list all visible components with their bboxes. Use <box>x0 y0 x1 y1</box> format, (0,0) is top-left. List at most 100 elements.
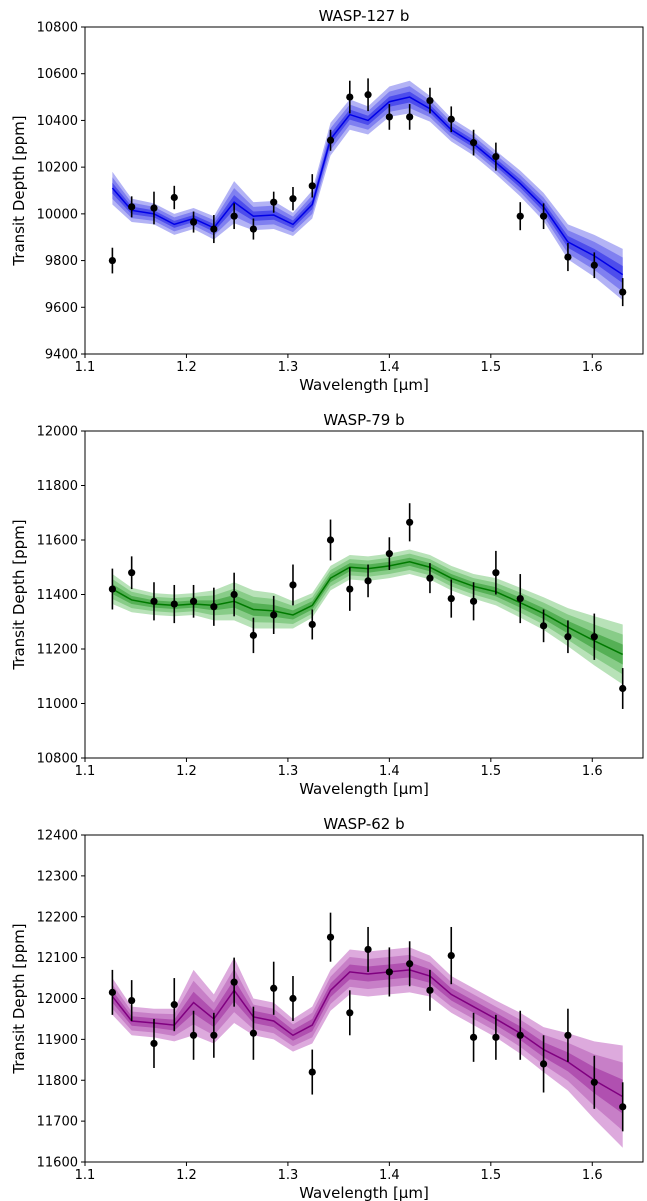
chart-title: WASP-79 b <box>323 411 404 429</box>
data-point <box>230 212 238 220</box>
x-tick-label: 1.4 <box>379 360 400 375</box>
data-point <box>619 288 627 296</box>
data-point <box>426 96 434 105</box>
data-point <box>150 204 158 212</box>
data-point <box>230 978 238 986</box>
data-point <box>270 984 278 992</box>
data-point <box>539 1060 548 1068</box>
data-point <box>128 569 136 577</box>
data-point <box>326 536 335 544</box>
x-axis-label: Wavelength [μm] <box>299 1184 429 1201</box>
data-point <box>230 590 238 599</box>
y-tick-label: 10800 <box>37 21 78 36</box>
chart-panel-1: 1.1 1.2 1.3 1.4 1.5 1.6 9400 9600 9800 10000 10200… <box>10 7 644 394</box>
data-point <box>210 225 218 233</box>
x-tick-label: 1.4 <box>379 764 400 779</box>
data-point <box>289 994 297 1003</box>
data-point <box>426 986 434 994</box>
data-point <box>326 933 335 941</box>
x-axis-label: Wavelength [μm] <box>299 376 429 394</box>
data-point <box>406 113 414 121</box>
data-point <box>270 611 278 619</box>
x-tick-label: 1.6 <box>582 764 603 779</box>
x-tick-label: 1.5 <box>480 360 501 375</box>
y-tick-label: 12300 <box>37 869 78 884</box>
data-point <box>385 550 393 558</box>
y-tick-label: 11000 <box>37 697 78 712</box>
data-point <box>492 569 500 577</box>
y-tick-label: 11400 <box>37 588 78 603</box>
x-tick-label: 1.2 <box>176 1168 197 1183</box>
y-tick-label: 11600 <box>37 1156 78 1171</box>
data-point <box>539 212 548 220</box>
data-point <box>270 198 278 206</box>
x-tick-label: 1.5 <box>480 764 501 779</box>
data-point <box>590 261 598 269</box>
data-point <box>447 115 455 123</box>
data-point <box>516 1031 524 1039</box>
y-axis-label: Transit Depth [ppm] <box>10 923 28 1074</box>
data-point <box>108 256 116 265</box>
y-tick-label: 12200 <box>37 910 78 925</box>
y-tick-label: 10000 <box>37 207 78 222</box>
data-point <box>289 581 297 589</box>
x-tick-label: 1.6 <box>582 1168 603 1183</box>
y-tick-label: 11700 <box>37 1115 78 1130</box>
y-tick-label: 12400 <box>37 829 78 844</box>
data-point <box>364 91 372 99</box>
chart-panel-2: 1.1 1.2 1.3 1.4 1.5 1.6 10800 11000 11200 11400 11… <box>10 411 644 798</box>
data-point <box>210 1031 218 1039</box>
data-point <box>170 1001 178 1009</box>
x-tick-label: 1.3 <box>278 360 299 375</box>
data-point <box>590 633 598 641</box>
data-point <box>326 136 335 144</box>
y-tick-label: 12000 <box>37 992 78 1007</box>
y-axis-label: Transit Depth [ppm] <box>10 519 28 670</box>
data-point <box>150 597 158 605</box>
data-point <box>564 1031 572 1039</box>
y-tick-label: 12000 <box>37 425 78 440</box>
data-point <box>108 585 116 593</box>
data-point <box>308 1068 316 1076</box>
data-point <box>170 600 178 608</box>
data-point <box>364 945 372 954</box>
chart-panel-3: 1.1 1.2 1.3 1.4 1.5 1.6 11600 11700 11800 11900 12… <box>10 815 644 1201</box>
y-tick-label: 9800 <box>45 254 78 269</box>
data-point <box>189 1031 198 1039</box>
data-point <box>289 195 297 203</box>
data-point <box>619 684 627 693</box>
data-point <box>128 203 136 211</box>
confidence-band-middle <box>112 86 623 292</box>
data-point <box>516 212 524 220</box>
axes-frame <box>84 834 644 1163</box>
plot-area <box>108 503 627 709</box>
y-tick-label: 11600 <box>37 534 78 549</box>
data-point <box>170 193 178 202</box>
data-point <box>346 93 354 101</box>
data-point <box>539 622 548 630</box>
x-tick-label: 1.1 <box>75 1168 96 1183</box>
data-point <box>426 574 434 582</box>
y-tick-label: 9400 <box>45 348 78 363</box>
data-point <box>469 597 478 605</box>
confidence-band-inner <box>112 962 623 1114</box>
data-point <box>249 631 258 639</box>
y-tick-label: 12100 <box>37 951 78 966</box>
data-point <box>447 594 455 603</box>
x-tick-label: 1.1 <box>75 360 96 375</box>
data-point <box>385 968 393 976</box>
axes-frame <box>84 26 644 355</box>
data-point <box>189 218 198 226</box>
data-point <box>564 253 572 261</box>
y-tick-label: 9600 <box>45 301 78 316</box>
x-tick-label: 1.5 <box>480 1168 501 1183</box>
y-axis-label: Transit Depth [ppm] <box>10 115 28 266</box>
data-point <box>385 113 393 121</box>
data-point <box>346 1009 354 1017</box>
chart-title: WASP-127 b <box>319 7 410 25</box>
x-tick-label: 1.2 <box>176 764 197 779</box>
data-point <box>108 988 116 996</box>
y-tick-label: 10600 <box>37 67 78 82</box>
data-point <box>619 1103 627 1111</box>
chart-title: WASP-62 b <box>323 815 404 833</box>
